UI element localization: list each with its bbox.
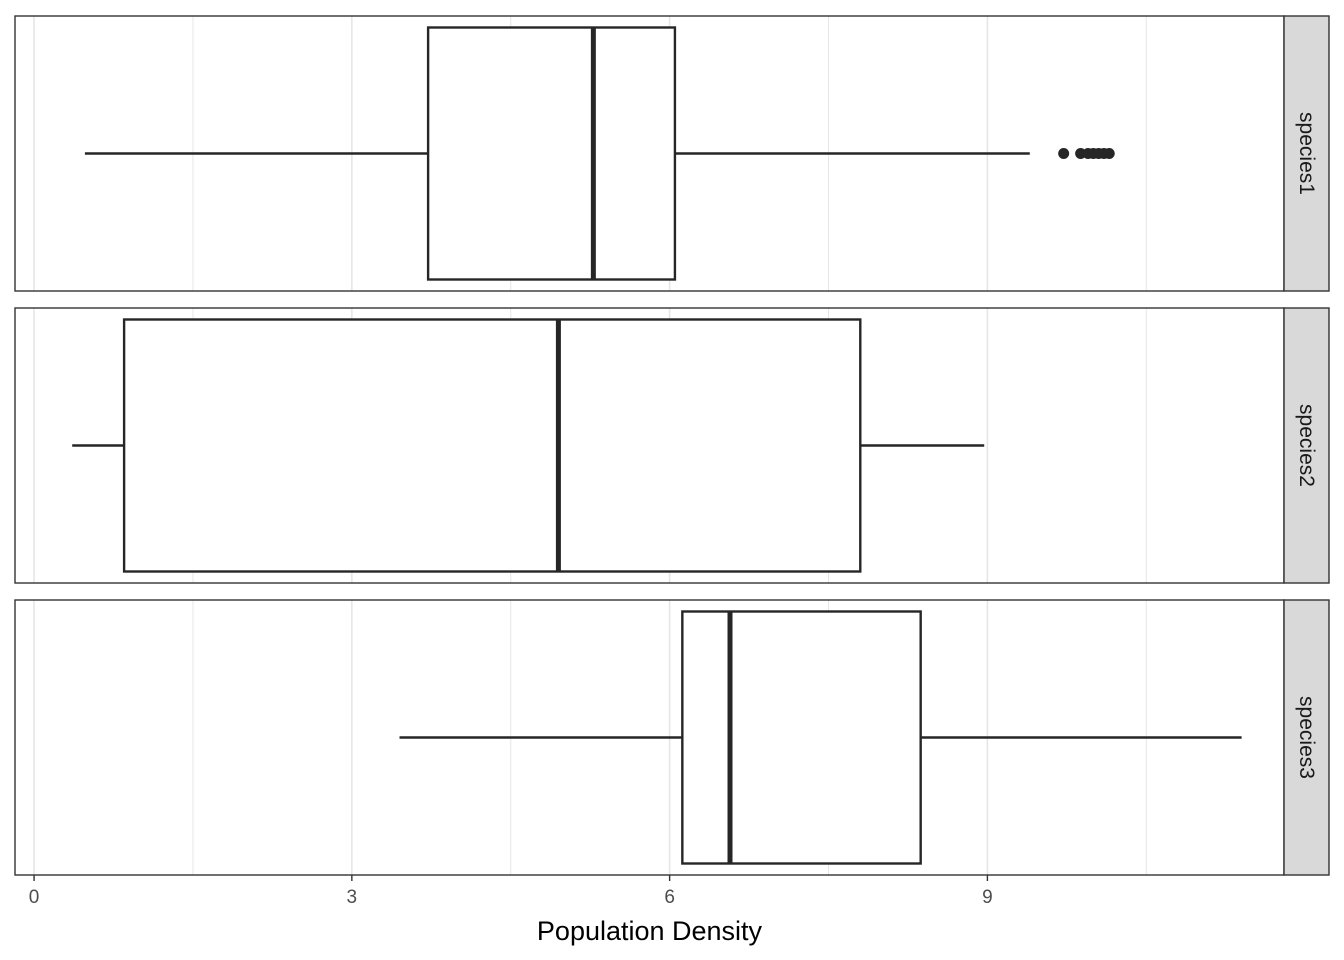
outlier-point <box>1103 148 1115 159</box>
facet-label-species1: species1 <box>1295 112 1318 195</box>
facet-panel-species1: species1 <box>14 15 1330 292</box>
x-tick-label: 9 <box>982 887 993 908</box>
x-axis-title: Population Density <box>537 916 763 946</box>
facet-label-species2: species2 <box>1295 404 1318 487</box>
facet-panels: species1 species2 species3 <box>14 15 1330 876</box>
facet-strip <box>1283 15 1330 292</box>
x-tick-label: 6 <box>664 887 675 908</box>
facet-label-species3: species3 <box>1295 696 1318 779</box>
facet-strip <box>1283 307 1330 584</box>
x-axis: 0 3 6 9 <box>29 875 993 908</box>
x-tick-label: 0 <box>29 887 40 908</box>
x-tick-label: 3 <box>347 887 358 908</box>
iqr-box <box>681 610 922 865</box>
iqr-box <box>426 26 677 281</box>
facet-strip <box>1283 599 1330 876</box>
outlier-point <box>1058 148 1070 159</box>
facet-panel-species3: species3 <box>14 599 1330 876</box>
iqr-box <box>122 318 862 573</box>
facet-panel-species2: species2 <box>14 307 1330 584</box>
